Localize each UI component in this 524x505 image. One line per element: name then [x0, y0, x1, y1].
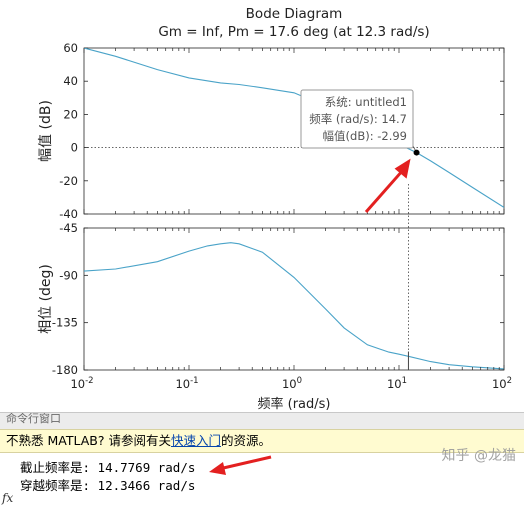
datatip-system: 系统: untitled1 — [325, 95, 407, 109]
figure-subtitle: Gm = Inf, Pm = 17.6 deg (at 12.3 rad/s) — [158, 24, 429, 40]
x-tick-label: 100 — [282, 376, 302, 391]
annotation-arrow-head — [394, 158, 411, 179]
x-axis-label: 频率 (rad/s) — [258, 396, 331, 412]
command-window[interactable]: 命令行窗口 不熟悉 MATLAB? 请参阅有关快速入门的资源。 截止频率是: 1… — [0, 412, 524, 505]
command-window-title: 命令行窗口 — [0, 413, 524, 429]
x-tick-label: 102 — [492, 376, 512, 391]
x-tick-label: 101 — [387, 376, 407, 391]
datatip-marker[interactable] — [413, 149, 420, 156]
figure-title: Bode Diagram — [246, 6, 343, 22]
mag-ytick-label: -20 — [59, 174, 78, 188]
watermark: 知乎 @龙猫 — [441, 448, 516, 464]
mag-ytick-label: -40 — [59, 207, 78, 221]
datatip-magnitude: 幅值(dB): -2.99 — [323, 129, 407, 143]
fx-prompt-icon[interactable]: fx — [2, 491, 14, 505]
help-text-prefix: 不熟悉 MATLAB? 请参阅有关 — [6, 433, 171, 448]
datatip-frequency: 频率 (rad/s): 14.7 — [309, 112, 407, 126]
phase-axes: -45 -90 -135 -180 — [52, 221, 505, 377]
mag-ytick-label: 40 — [63, 74, 78, 88]
quick-start-link[interactable]: 快速入门 — [170, 433, 221, 448]
output-line-cutoff: 截止频率是: 14.7769 rad/s — [20, 460, 196, 475]
mag-ytick-label: 20 — [63, 107, 78, 121]
bode-figure: Bode Diagram Gm = Inf, Pm = 17.6 deg (at… — [38, 6, 512, 412]
mag-ytick-label: 0 — [71, 141, 78, 155]
phase-curve — [84, 242, 504, 370]
phase-ytick-label: -90 — [59, 268, 78, 282]
x-tick-label: 10-2 — [70, 376, 93, 391]
help-banner: 不熟悉 MATLAB? 请参阅有关快速入门的资源。 — [0, 429, 524, 453]
phase-ytick-label: -45 — [59, 221, 78, 235]
magnitude-axes: 60 40 20 0 -20 -40 — [59, 41, 505, 221]
annotation-arrow — [364, 158, 411, 213]
phase-ytick-label: -135 — [52, 316, 78, 330]
magnitude-ylabel: 幅值 (dB) — [38, 100, 54, 162]
annotation-arrow-shaft — [364, 169, 404, 213]
help-text-suffix: 的资源。 — [220, 433, 271, 448]
mag-ytick-label: 60 — [63, 41, 78, 55]
datatip[interactable]: 系统: untitled1 频率 (rad/s): 14.7 幅值(dB): -… — [300, 89, 420, 156]
phase-ytick-label: -180 — [52, 363, 78, 377]
output-line-crossover: 穿越频率是: 12.3466 rad/s — [20, 478, 196, 493]
output-arrow-icon — [209, 455, 272, 475]
x-tick-label: 10-1 — [175, 376, 198, 391]
phase-ylabel: 相位 (deg) — [38, 264, 54, 334]
